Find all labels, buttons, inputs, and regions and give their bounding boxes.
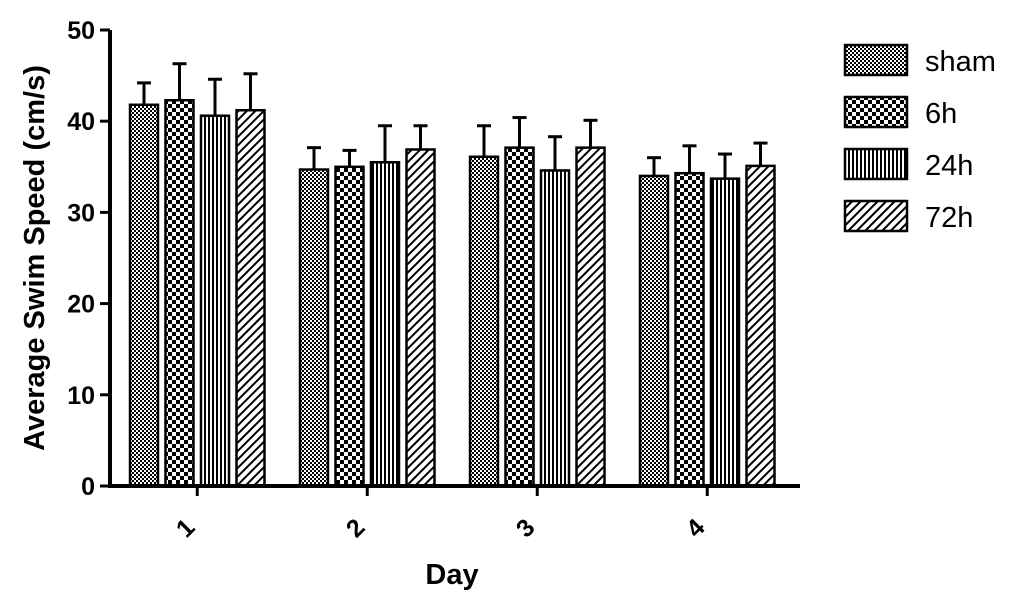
- legend-label: 72h: [925, 202, 973, 234]
- legend-swatch-72h: [843, 199, 909, 233]
- bar-72h-day-4: [745, 164, 776, 488]
- x-tick-label: 2: [341, 514, 371, 544]
- legend-swatch-6h: [843, 95, 909, 129]
- bar-24h-day-4: [709, 177, 741, 488]
- bar-24h-day-1: [199, 114, 231, 488]
- y-axis-title: Average Swim Speed (cm/s): [19, 65, 51, 451]
- legend-swatch-24h: [843, 147, 909, 181]
- y-tick-label: 0: [81, 473, 95, 501]
- bar-sham-day-3: [468, 155, 500, 488]
- x-ticks: 1 2 3 4: [171, 486, 711, 544]
- y-ticks: 0 10 20 30 40 50: [67, 17, 110, 501]
- legend-label: 6h: [925, 98, 957, 130]
- y-tick-label: 30: [67, 199, 95, 227]
- x-tick-label: 1: [171, 513, 201, 543]
- bar-72h-day-3: [575, 146, 606, 488]
- x-tick-label: 3: [511, 514, 541, 544]
- y-tick-label: 40: [67, 108, 95, 136]
- bar-72h-day-2: [405, 148, 436, 488]
- bar-6h-day-4: [674, 171, 705, 488]
- bar-24h-day-2: [369, 160, 401, 488]
- bar-6h-day-2: [334, 165, 365, 488]
- y-tick-label: 50: [67, 17, 95, 45]
- y-tick-label: 20: [67, 291, 95, 319]
- bar-6h-day-3: [504, 146, 535, 488]
- bar-72h-day-1: [235, 109, 266, 488]
- error-bars-layer: [137, 62, 768, 179]
- legend-label: sham: [925, 46, 996, 78]
- bar-6h-day-1: [164, 98, 195, 488]
- legend-swatch-sham: [843, 43, 909, 77]
- bars-layer: [128, 98, 776, 488]
- x-tick-label: 4: [681, 513, 711, 543]
- bar-24h-day-3: [539, 169, 571, 488]
- x-axis-title: Day: [425, 559, 478, 591]
- legend-label: 24h: [925, 150, 973, 182]
- y-tick-label: 10: [67, 382, 95, 410]
- bar-sham-day-2: [298, 168, 330, 488]
- bar-sham-day-4: [638, 174, 670, 488]
- legend: sham 6h 24h 72h: [843, 43, 996, 234]
- bar-sham-day-1: [128, 103, 160, 488]
